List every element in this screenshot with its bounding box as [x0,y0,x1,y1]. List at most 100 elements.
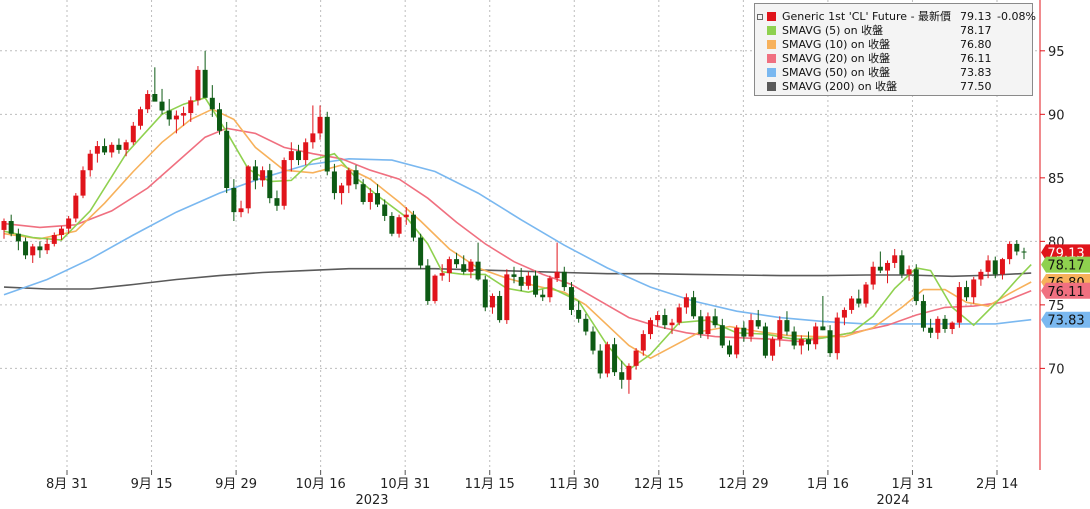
legend-swatch [767,82,776,91]
candle-body [612,344,618,373]
legend-row: SMAVG (10) on 收盤 76.80 [761,38,1031,51]
series-line [3,96,1032,371]
candle-body [418,237,424,266]
legend-change: -0.08% [997,10,1036,23]
candle-body [741,327,747,337]
x-tick-label: 9月 29 [215,477,257,492]
candle-body [726,345,732,355]
candle-body [511,274,517,277]
candle-body [892,255,898,263]
legend-row: SMAVG (50) on 收盤 73.83 [761,66,1031,79]
legend-swatch [767,26,776,35]
candle-body [288,151,294,161]
legend-value: 79.13 [960,10,992,23]
candle-body [985,260,991,272]
last-value-badge: 73.83 [1041,311,1090,329]
candle-body [626,365,632,380]
candle-body [885,262,891,271]
last-value-badge: 76.11 [1041,282,1090,300]
candle-body [698,316,704,335]
candle-body [942,318,948,329]
legend-series-name: SMAVG (5) on 收盤 [782,24,884,37]
candle-body [518,276,524,286]
candle-body [734,327,740,355]
legend: Generic 1st 'CL' Future - 最新價 79.13 -0.08%… [754,3,1036,96]
x-tick-label: 1月 31 [891,477,933,492]
candle-body [281,160,287,206]
candle-body [662,315,668,326]
y-tick-label: 90 [1048,108,1065,123]
candle-body [267,170,273,199]
candle-body [454,259,460,265]
legend-row: SMAVG (20) on 收盤 76.11 [761,52,1031,65]
candle-body [956,287,962,323]
badge-shape [1041,311,1090,328]
candle-body [748,320,754,337]
legend-value: 73.83 [960,66,992,79]
candle-body [432,275,438,302]
candle-body [640,334,646,351]
candle-body [784,320,790,332]
candle-body [655,315,661,321]
candle-body [547,278,553,298]
candle-body [73,195,79,219]
badge-shape [1041,256,1090,273]
candle-body [274,198,280,206]
candle-body [719,325,725,346]
candle-body [195,69,201,101]
candle-body [583,318,589,332]
candle-body [806,339,812,345]
x-tick-label: 8月 31 [46,477,88,492]
candle-body [1,221,7,230]
x-tick-label: 1月 16 [807,477,849,492]
candle-body [30,246,36,256]
candle-body [296,151,302,161]
candle-body [137,109,143,126]
candle-body [324,116,330,172]
candle-body [231,188,237,213]
candle-body [303,142,309,161]
badge-label: 76.11 [1047,285,1084,300]
x-tick-label: 12月 29 [718,477,768,492]
candle-body [827,330,833,354]
y-tick-label: 70 [1048,362,1065,377]
series-line [3,157,1032,325]
candle-body [992,260,998,275]
candle-body [109,144,115,153]
candle-body [224,130,230,188]
candle-body [691,297,697,317]
candle-body [820,326,826,331]
candle-body [346,170,352,186]
candle-body [540,294,546,298]
candle-body [410,214,416,238]
candle-body [80,170,86,196]
candle-body [159,101,165,111]
candle-body [375,193,381,205]
candle-body [145,94,151,110]
x-tick-label: 12月 15 [634,477,684,492]
candle-body [252,166,258,181]
candle-body [87,153,93,171]
candle-body [396,217,402,234]
legend-collapse-icon[interactable] [757,14,763,20]
x-tick-label: 10月 16 [296,477,346,492]
legend-series-name: Generic 1st 'CL' Future - 最新價 [782,10,952,23]
y-tick-label: 95 [1048,45,1065,60]
x-tick-label: 11月 15 [465,477,515,492]
candle-body [533,275,539,295]
candle-body [647,320,653,335]
legend-row: SMAVG (5) on 收盤 78.17 [761,24,1031,37]
candle-body [964,287,970,298]
candle-body [202,69,208,98]
candle-body [791,331,797,346]
legend-swatch [767,40,776,49]
candle-body [23,241,29,256]
candle-body [590,331,596,351]
series-line [3,127,1032,343]
candle-body [166,110,172,120]
candle-body [37,246,43,251]
candle-body [798,339,804,346]
legend-series-name: SMAVG (50) on 收盤 [782,66,891,79]
candle-body [94,146,100,154]
candle-body [935,318,941,333]
